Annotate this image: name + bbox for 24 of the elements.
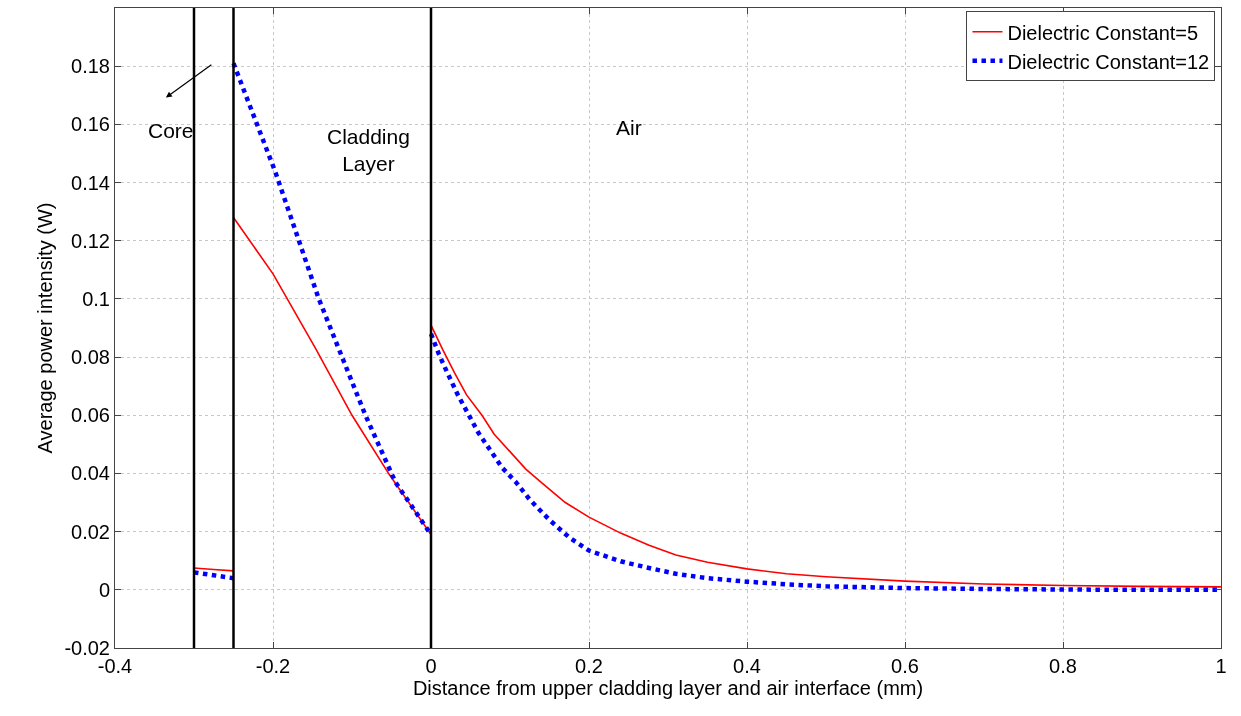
y-tick-label: 0.04 [71, 462, 110, 485]
y-tick-label: 0.14 [71, 171, 110, 194]
x-tick-label: 0.2 [575, 655, 603, 677]
annotation: Cladding Layer [327, 125, 410, 176]
x-tick-label: 0.6 [891, 655, 919, 677]
x-tick-label: -0.2 [255, 655, 291, 677]
y-axis-title: Average power intensity (W) [33, 202, 56, 454]
annotation: Core [148, 119, 194, 142]
legend-label: Dielectric Constant=5 [1007, 21, 1199, 44]
y-tick-label: 0.1 [82, 287, 110, 310]
y-tick-label: 0 [98, 578, 110, 601]
y-tick-label: 0.08 [71, 346, 110, 369]
y-tick-label: 0.18 [71, 55, 110, 78]
y-tick-label: 0.02 [71, 520, 110, 543]
x-tick-label: 0 [425, 655, 437, 677]
x-tick-label: 1 [1215, 655, 1227, 677]
x-tick-label: 0.8 [1049, 655, 1077, 677]
x-axis-title: Distance from upper cladding layer and air interface (mm) [412, 677, 924, 699]
annotation: Air [616, 116, 642, 139]
y-tick-label: 0.12 [71, 229, 110, 252]
legend-label: Dielectric Constant=12 [1007, 50, 1210, 73]
y-tick-label: 0.06 [71, 404, 110, 427]
y-tick-label: 0.16 [71, 113, 110, 136]
x-tick-label: 0.4 [733, 655, 761, 677]
